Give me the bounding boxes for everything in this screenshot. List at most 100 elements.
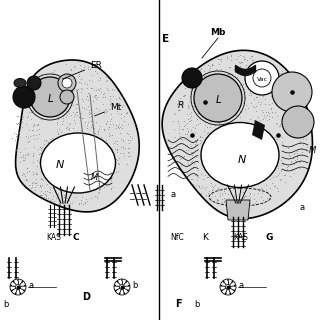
Point xyxy=(97,87,102,92)
Point xyxy=(243,56,248,61)
Point xyxy=(66,203,71,208)
Point xyxy=(50,111,55,116)
Point xyxy=(78,89,83,94)
Point xyxy=(34,170,39,175)
Point xyxy=(46,190,51,195)
Point xyxy=(100,102,106,107)
Point xyxy=(237,82,243,87)
Point xyxy=(187,111,192,116)
Point xyxy=(50,82,55,87)
Point xyxy=(265,189,270,194)
Point xyxy=(213,84,218,89)
Text: M: M xyxy=(90,172,98,181)
Point xyxy=(43,91,48,96)
Point xyxy=(200,105,205,110)
Point xyxy=(288,76,293,82)
Point xyxy=(255,191,260,196)
Point xyxy=(226,65,231,70)
Point xyxy=(242,194,247,199)
Point xyxy=(261,85,266,90)
Point xyxy=(36,74,41,79)
Point xyxy=(58,202,63,207)
Point xyxy=(275,76,280,81)
Point xyxy=(198,88,204,93)
Point xyxy=(98,135,103,140)
Point xyxy=(284,164,290,170)
Point xyxy=(268,176,273,181)
Circle shape xyxy=(127,290,129,292)
Point xyxy=(200,176,205,181)
Point xyxy=(33,176,38,181)
Point xyxy=(67,128,72,133)
Point xyxy=(185,142,190,148)
Point xyxy=(290,125,295,130)
Point xyxy=(278,92,283,97)
Point xyxy=(101,127,107,132)
Point xyxy=(201,78,206,84)
Point xyxy=(268,107,273,112)
Point xyxy=(247,56,252,61)
Point xyxy=(74,105,79,110)
Point xyxy=(60,200,66,205)
Point xyxy=(43,78,48,84)
Point xyxy=(53,196,58,201)
Point xyxy=(60,115,66,120)
Point xyxy=(242,56,247,61)
Point xyxy=(203,116,208,121)
Point xyxy=(207,124,212,129)
Point xyxy=(41,195,46,200)
Point xyxy=(186,105,191,110)
Point xyxy=(217,57,222,62)
Point xyxy=(297,159,302,164)
Point xyxy=(260,116,265,121)
Point xyxy=(217,75,222,80)
Point xyxy=(236,87,241,92)
Circle shape xyxy=(20,293,21,294)
Point xyxy=(216,56,221,61)
Point xyxy=(67,125,72,130)
Point xyxy=(173,143,178,148)
Point xyxy=(258,85,263,90)
Point xyxy=(297,140,302,146)
Point xyxy=(202,112,207,117)
Circle shape xyxy=(128,285,130,287)
Point xyxy=(276,163,281,168)
Point xyxy=(197,68,203,73)
Point xyxy=(125,145,131,150)
Point xyxy=(69,113,74,118)
Point xyxy=(214,198,220,203)
Point xyxy=(234,71,239,76)
Point xyxy=(219,57,224,62)
Point xyxy=(283,172,288,178)
Circle shape xyxy=(15,284,20,290)
Point xyxy=(198,94,204,99)
Point xyxy=(88,196,93,201)
Point xyxy=(206,189,211,194)
Point xyxy=(275,121,280,126)
Point xyxy=(185,121,190,126)
Point xyxy=(25,98,30,103)
Point xyxy=(191,124,196,129)
Point xyxy=(199,159,204,164)
Point xyxy=(120,143,125,148)
Text: G: G xyxy=(266,233,273,242)
Point xyxy=(38,72,44,77)
Point xyxy=(300,117,305,122)
Point xyxy=(31,169,36,174)
Point xyxy=(300,152,305,157)
Point xyxy=(222,73,227,78)
Point xyxy=(116,162,122,167)
Point xyxy=(201,68,206,73)
Point xyxy=(197,74,202,79)
Point xyxy=(238,60,243,65)
Point xyxy=(28,81,33,86)
Point xyxy=(188,86,193,92)
Point xyxy=(273,183,278,188)
Point xyxy=(226,192,231,197)
Point xyxy=(230,82,235,87)
Point xyxy=(17,130,22,135)
Point xyxy=(189,159,195,164)
Point xyxy=(190,165,196,171)
Point xyxy=(47,85,52,90)
Point xyxy=(34,122,39,127)
